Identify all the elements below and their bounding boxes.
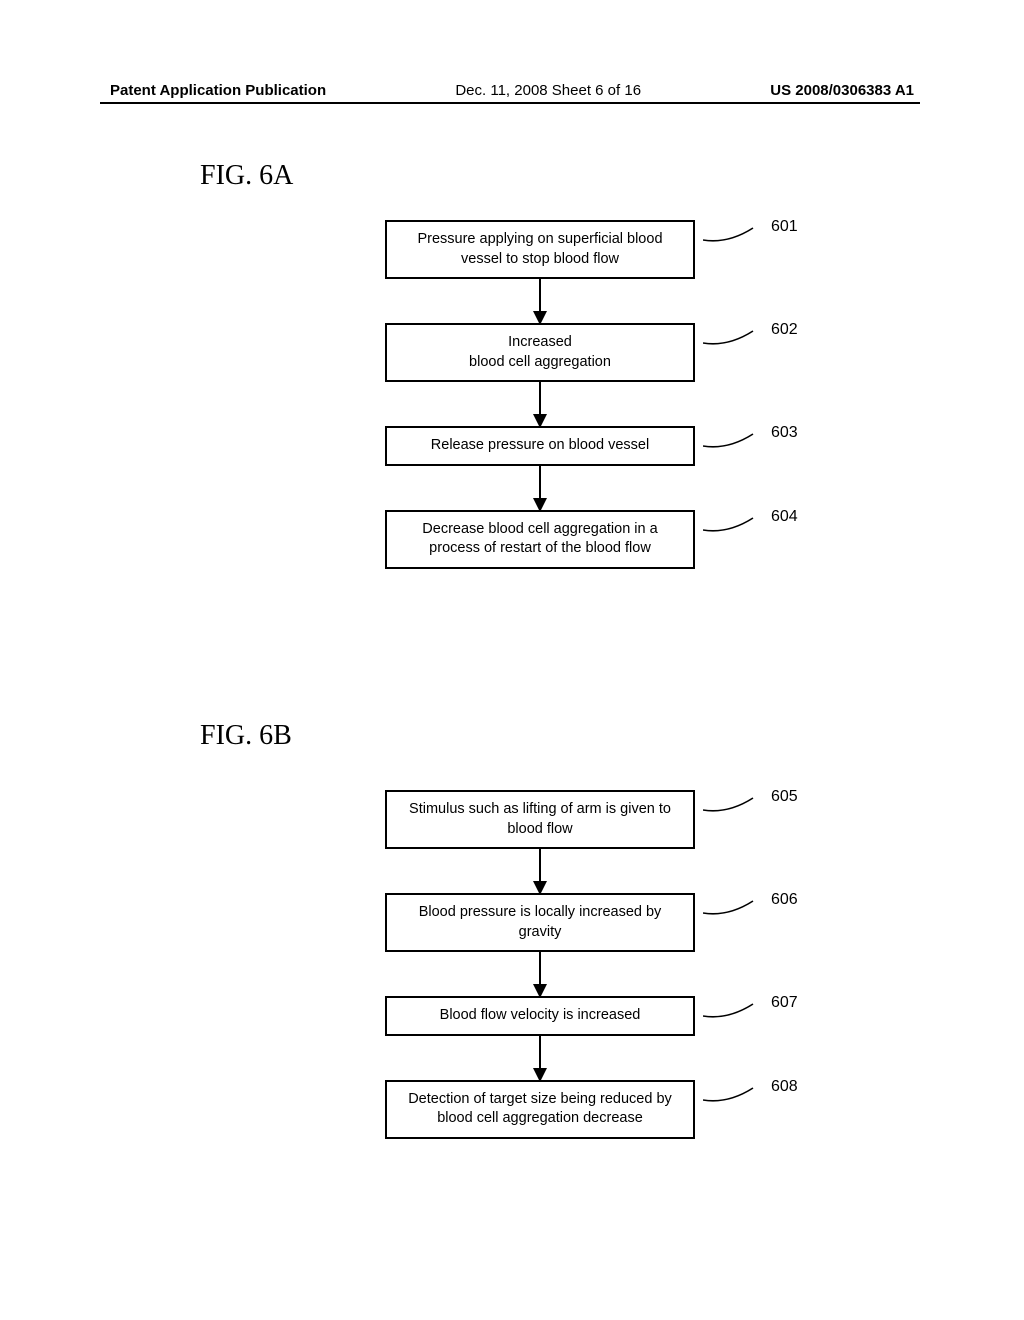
arrow-605-606 <box>385 849 695 893</box>
callout-601: 601 <box>703 224 773 254</box>
callout-606: 606 <box>703 897 773 927</box>
box-601: Pressure applying on superficial blood v… <box>385 220 695 279</box>
box-606: Blood pressure is locally increased by g… <box>385 893 695 952</box>
box-604: Decrease blood cell aggregation in a pro… <box>385 510 695 569</box>
header-rule <box>100 102 920 104</box>
arrow-607-608 <box>385 1036 695 1080</box>
callout-604: 604 <box>703 514 773 544</box>
box-602: Increased blood cell aggregation 602 <box>385 323 695 382</box>
arrow-601-602 <box>385 279 695 323</box>
arrow-606-607 <box>385 952 695 996</box>
header-center: Dec. 11, 2008 Sheet 6 of 16 <box>455 82 641 99</box>
box-604-text: Decrease blood cell aggregation in a pro… <box>422 521 657 557</box>
arrow-603-604 <box>385 466 695 510</box>
ref-606: 606 <box>771 889 798 911</box>
callout-602: 602 <box>703 327 773 357</box>
box-608: Detection of target size being reduced b… <box>385 1080 695 1139</box>
ref-603: 603 <box>771 422 798 444</box>
box-605-text: Stimulus such as lifting of arm is given… <box>409 801 671 837</box>
box-606-text: Blood pressure is locally increased by g… <box>419 904 662 940</box>
flowchart-6a: Pressure applying on superficial blood v… <box>370 220 710 569</box>
fig-6b-label: FIG. 6B <box>200 720 292 752</box>
callout-608: 608 <box>703 1084 773 1114</box>
box-605: Stimulus such as lifting of arm is given… <box>385 790 695 849</box>
header-left: Patent Application Publication <box>110 82 326 99</box>
box-607: Blood flow velocity is increased 607 <box>385 996 695 1036</box>
box-601-text: Pressure applying on superficial blood v… <box>417 231 662 267</box>
box-603-text: Release pressure on blood vessel <box>431 437 649 453</box>
box-608-text: Detection of target size being reduced b… <box>408 1091 672 1127</box>
ref-604: 604 <box>771 506 798 528</box>
box-607-text: Blood flow velocity is increased <box>440 1007 641 1023</box>
ref-605: 605 <box>771 786 798 808</box>
ref-608: 608 <box>771 1076 798 1098</box>
flowchart-6b: Stimulus such as lifting of arm is given… <box>370 790 710 1139</box>
callout-607: 607 <box>703 1000 773 1030</box>
ref-602: 602 <box>771 319 798 341</box>
ref-601: 601 <box>771 216 798 238</box>
arrow-602-603 <box>385 382 695 426</box>
page-header: Patent Application Publication Dec. 11, … <box>0 82 1024 99</box>
ref-607: 607 <box>771 992 798 1014</box>
box-602-text: Increased blood cell aggregation <box>469 334 611 370</box>
box-603: Release pressure on blood vessel 603 <box>385 426 695 466</box>
callout-603: 603 <box>703 430 773 460</box>
callout-605: 605 <box>703 794 773 824</box>
page: Patent Application Publication Dec. 11, … <box>0 0 1024 1320</box>
fig-6a-label: FIG. 6A <box>200 160 293 192</box>
header-right: US 2008/0306383 A1 <box>770 82 914 99</box>
